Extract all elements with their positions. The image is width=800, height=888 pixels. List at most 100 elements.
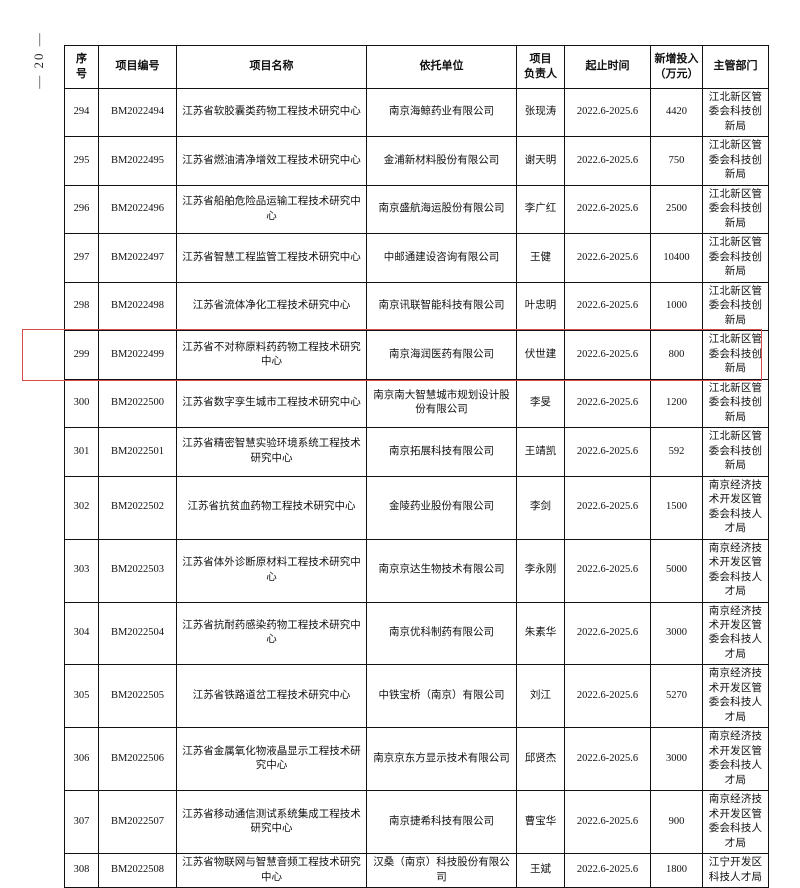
cell-fund: 1500 (650, 475, 703, 540)
cell-dept: 江北新区管委会科技创新局 (702, 378, 769, 429)
cell-name: 江苏省金属氧化物液晶显示工程技术研究中心 (176, 727, 367, 792)
cell-person: 李旻 (516, 378, 565, 429)
cell-fund: 1000 (650, 281, 703, 332)
grant-table-container: 序 号 项目编号 项目名称 依托单位 项目 负责人 起止时间 新增投入 （万元）… (64, 45, 769, 888)
cell-seq: 300 (64, 378, 99, 429)
cell-name: 江苏省流体净化工程技术研究中心 (176, 281, 367, 332)
cell-person: 叶忠明 (516, 281, 565, 332)
column-header-seq-line1: 序 (76, 52, 87, 65)
cell-code: BM2022499 (98, 330, 177, 380)
table-row: 301 BM2022501 江苏省精密智慧实验环境系统工程技术研究中心 南京拓展科技有… (64, 427, 769, 477)
cell-seq: 308 (64, 853, 99, 888)
cell-dept: 南京经济技术开发区管委会科技人才局 (702, 601, 769, 666)
cell-name: 江苏省精密智慧实验环境系统工程技术研究中心 (176, 427, 367, 477)
cell-code: BM2022504 (98, 601, 177, 666)
cell-code: BM2022503 (98, 538, 177, 603)
cell-period: 2022.6-2025.6 (564, 601, 651, 666)
cell-dept: 南京经济技术开发区管委会科技人才局 (702, 538, 769, 603)
cell-fund: 592 (650, 427, 703, 477)
column-header-name: 项目名称 (176, 45, 367, 89)
cell-unit: 中铁宝桥（南京）有限公司 (366, 664, 517, 729)
cell-name: 江苏省抗耐药感染药物工程技术研究中心 (176, 601, 367, 666)
cell-fund: 4420 (650, 87, 703, 138)
column-header-code: 项目编号 (98, 45, 177, 89)
cell-dept: 南京经济技术开发区管委会科技人才局 (702, 475, 769, 540)
table-row: 308 BM2022508 江苏省物联网与智慧音频工程技术研究中心 汉桑（南京）科技股… (64, 853, 769, 888)
cell-person: 李广红 (516, 184, 565, 235)
table-row: 304 BM2022504 江苏省抗耐药感染药物工程技术研究中心 南京优科制药有限公司… (64, 601, 769, 666)
cell-person: 刘江 (516, 664, 565, 729)
cell-seq: 304 (64, 601, 99, 666)
column-header-seq-line2: 号 (76, 68, 87, 80)
column-header-fund-line1: 新增投入 (654, 52, 699, 65)
cell-name: 江苏省燃油清净增效工程技术研究中心 (176, 136, 367, 186)
cell-person: 曹宝华 (516, 790, 565, 855)
table-row: 294 BM2022494 江苏省软胶囊类药物工程技术研究中心 南京海鲸药业有限公司张… (64, 87, 769, 138)
cell-code: BM2022505 (98, 664, 177, 729)
cell-fund: 5000 (650, 538, 703, 603)
cell-period: 2022.6-2025.6 (564, 475, 651, 540)
cell-period: 2022.6-2025.6 (564, 538, 651, 603)
cell-seq: 301 (64, 427, 99, 477)
cell-unit: 南京京达生物技术有限公司 (366, 538, 517, 603)
cell-name: 江苏省抗贫血药物工程技术研究中心 (176, 475, 367, 540)
cell-person: 朱素华 (516, 601, 565, 666)
cell-person: 邱贤杰 (516, 727, 565, 792)
cell-unit: 南京拓展科技有限公司 (366, 427, 517, 477)
table-body: 294 BM2022494 江苏省软胶囊类药物工程技术研究中心 南京海鲸药业有限公司张… (64, 87, 769, 888)
cell-fund: 2500 (650, 184, 703, 235)
cell-seq: 307 (64, 790, 99, 855)
cell-person: 王靖凯 (516, 427, 565, 477)
cell-period: 2022.6-2025.6 (564, 378, 651, 429)
cell-seq: 302 (64, 475, 99, 540)
cell-fund: 3000 (650, 727, 703, 792)
cell-code: BM2022494 (98, 87, 177, 138)
cell-dept: 江北新区管委会科技创新局 (702, 281, 769, 332)
cell-seq: 306 (64, 727, 99, 792)
table-row: 298 BM2022498 江苏省流体净化工程技术研究中心 南京讯联智能科技有限公司叶… (64, 281, 769, 332)
cell-unit: 南京捷希科技有限公司 (366, 790, 517, 855)
table-row: 295 BM2022495 江苏省燃油清净增效工程技术研究中心 金浦新材料股份有限公司… (64, 136, 769, 186)
cell-period: 2022.6-2025.6 (564, 233, 651, 283)
cell-fund: 1200 (650, 378, 703, 429)
cell-dept: 江北新区管委会科技创新局 (702, 136, 769, 186)
cell-seq: 305 (64, 664, 99, 729)
cell-code: BM2022507 (98, 790, 177, 855)
column-header-dept: 主管部门 (702, 45, 769, 89)
cell-person: 王健 (516, 233, 565, 283)
cell-name: 江苏省不对称原料药药物工程技术研究中心 (176, 330, 367, 380)
cell-name: 江苏省智慧工程监管工程技术研究中心 (176, 233, 367, 283)
cell-fund: 5270 (650, 664, 703, 729)
cell-period: 2022.6-2025.6 (564, 664, 651, 729)
page-number-marker: — 20 — (31, 31, 46, 89)
table-row: 302 BM2022502 江苏省抗贫血药物工程技术研究中心 金陵药业股份有限公司 李剑… (64, 475, 769, 540)
cell-period: 2022.6-2025.6 (564, 790, 651, 855)
cell-person: 李剑 (516, 475, 565, 540)
column-header-person: 项目 负责人 (516, 45, 565, 89)
cell-fund: 10400 (650, 233, 703, 283)
cell-dept: 江宁开发区科技人才局 (702, 853, 769, 888)
cell-seq: 295 (64, 136, 99, 186)
cell-unit: 汉桑（南京）科技股份有限公司 (366, 853, 517, 888)
cell-name: 江苏省体外诊断原材料工程技术研究中心 (176, 538, 367, 603)
cell-seq: 303 (64, 538, 99, 603)
cell-code: BM2022497 (98, 233, 177, 283)
cell-name: 江苏省软胶囊类药物工程技术研究中心 (176, 87, 367, 138)
cell-period: 2022.6-2025.6 (564, 136, 651, 186)
table-header-row: 序 号 项目编号 项目名称 依托单位 项目 负责人 起止时间 新增投入 （万元）… (64, 45, 769, 89)
cell-seq: 297 (64, 233, 99, 283)
column-header-fund: 新增投入 （万元） (650, 45, 703, 89)
cell-name: 江苏省数字孪生城市工程技术研究中心 (176, 378, 367, 429)
cell-name: 江苏省船舶危险品运输工程技术研究中心 (176, 184, 367, 235)
cell-dept: 江北新区管委会科技创新局 (702, 184, 769, 235)
cell-dept: 江北新区管委会科技创新局 (702, 427, 769, 477)
cell-unit: 南京南大智慧城市规划设计股份有限公司 (366, 378, 517, 429)
cell-unit: 金陵药业股份有限公司 (366, 475, 517, 540)
table-row: 300 BM2022500 江苏省数字孪生城市工程技术研究中心 南京南大智慧城市规划设… (64, 378, 769, 429)
cell-unit: 中邮通建设咨询有限公司 (366, 233, 517, 283)
cell-unit: 南京讯联智能科技有限公司 (366, 281, 517, 332)
table-row: 305 BM2022505 江苏省铁路道岔工程技术研究中心 中铁宝桥（南京）有限公司刘… (64, 664, 769, 729)
cell-person: 李永刚 (516, 538, 565, 603)
cell-dept: 江北新区管委会科技创新局 (702, 233, 769, 283)
cell-name: 江苏省移动通信测试系统集成工程技术研究中心 (176, 790, 367, 855)
